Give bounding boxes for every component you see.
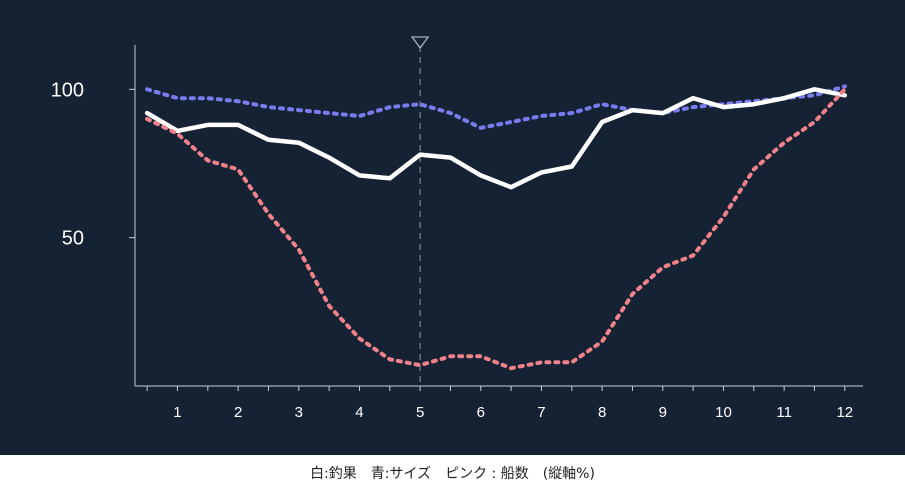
series-line-boats xyxy=(145,87,847,371)
x-tick-label: 4 xyxy=(355,404,363,421)
x-tick-label: 1 xyxy=(173,404,181,421)
x-tick-label: 3 xyxy=(295,404,303,421)
x-tick-label: 5 xyxy=(416,404,424,421)
series-layer xyxy=(144,84,848,371)
series-line-catch xyxy=(144,87,848,190)
x-tick-label: 8 xyxy=(598,404,606,421)
y-tick-label: 100 xyxy=(51,79,84,101)
chart-panel: 1 2 3 4 5 6 7 8 9 10 11 12 50 100 xyxy=(0,0,905,455)
series-line-size xyxy=(145,84,847,130)
x-axis-ticks: 1 2 3 4 5 6 7 8 9 10 11 12 xyxy=(146,386,853,421)
x-tick-label: 7 xyxy=(537,404,545,421)
x-tick-label: 2 xyxy=(234,404,242,421)
chart-caption: 白:釣果 青:サイズ ピンク : 船数 (縦軸%) xyxy=(310,465,595,482)
x-tick-label: 11 xyxy=(776,404,792,421)
x-tick-label: 6 xyxy=(477,404,485,421)
x-tick-label: 9 xyxy=(659,404,667,421)
y-axis-ticks: 50 100 xyxy=(51,79,135,250)
marker-triangle-icon xyxy=(410,36,430,50)
chart-axes xyxy=(134,45,863,387)
y-tick-label: 50 xyxy=(62,228,84,250)
current-month-marker xyxy=(410,36,430,386)
x-tick-label: 10 xyxy=(715,404,732,421)
x-tick-label: 12 xyxy=(836,404,853,421)
